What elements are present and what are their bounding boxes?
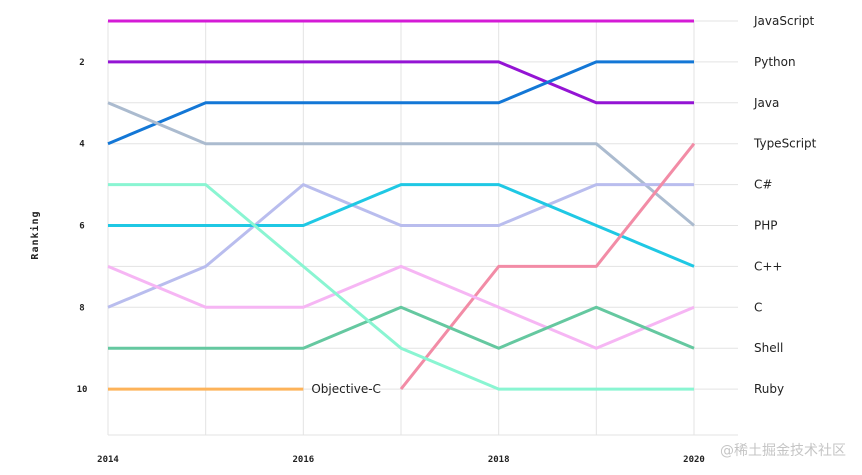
series-line-python	[108, 60, 694, 105]
series-lines	[107, 19, 696, 391]
series-label-csharp: C#	[754, 178, 772, 192]
annotation-objective-c: Objective-C	[311, 382, 381, 396]
y-tick-label: 2	[79, 58, 84, 68]
y-tick-label: 8	[79, 303, 84, 313]
series-line-ruby	[108, 183, 694, 391]
series-line-typescript	[107, 101, 695, 227]
series-end-labels: JavaScript Python Java TypeScript C# PHP C++ C S…	[753, 14, 817, 396]
x-tick-label: 2020	[683, 455, 705, 465]
y-axis-label: Ranking	[29, 210, 41, 259]
grid	[107, 20, 738, 436]
series-label-java: Java	[753, 96, 779, 110]
series-line-java	[107, 60, 694, 146]
series-line-php	[108, 183, 695, 268]
series-label-typescript: TypeScript	[753, 137, 817, 151]
x-tick-label: 2016	[292, 455, 314, 465]
series-line-csharp	[107, 183, 694, 309]
series-line-c	[107, 264, 695, 350]
x-tick-label: 2018	[488, 455, 510, 465]
series-label-php: PHP	[754, 219, 778, 233]
series-label-javascript: JavaScript	[753, 14, 814, 28]
y-tick-labels: 2 4 6 8 10	[77, 58, 88, 395]
series-line-shell	[108, 305, 695, 350]
series-label-cplusplus: C++	[754, 259, 783, 273]
y-tick-label: 6	[79, 222, 84, 232]
x-tick-label: 2014	[97, 455, 119, 465]
watermark: @稀土掘金技术社区	[720, 443, 846, 459]
annotations: Objective-C	[311, 382, 381, 396]
y-tick-label: 4	[79, 140, 85, 150]
series-label-c: C	[754, 300, 762, 314]
x-tick-labels: 2014 2016 2018 2020	[97, 455, 705, 465]
series-label-shell: Shell	[754, 341, 783, 355]
series-label-python: Python	[754, 55, 796, 69]
y-tick-label: 10	[77, 385, 88, 395]
series-label-ruby: Ruby	[754, 382, 784, 396]
